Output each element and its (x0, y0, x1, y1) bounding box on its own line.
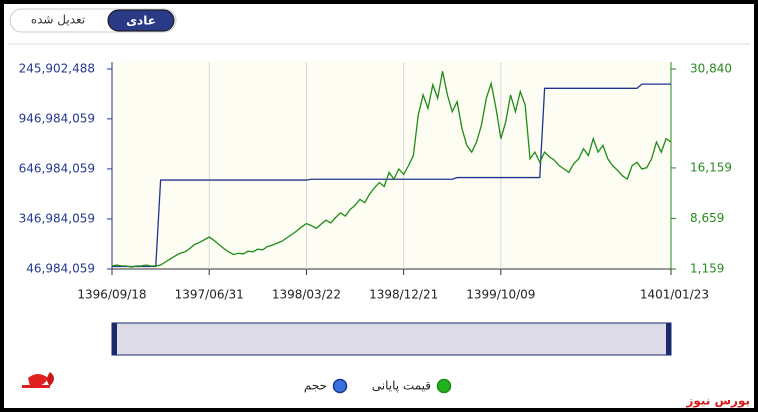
x-tick-label: 1398/12/21 (369, 288, 438, 302)
x-tick-label: 1397/06/31 (175, 288, 244, 302)
toggle-option[interactable]: تعدیل شده (31, 13, 85, 27)
y-tick-label: 46,984,059 (26, 262, 95, 276)
legend-label[interactable]: قیمت پایانی (372, 379, 431, 393)
toggle-selected[interactable] (107, 9, 175, 32)
y-tick-label: 346,984,059 (19, 211, 95, 225)
logo: بورس نیوز (685, 394, 750, 409)
toggle-option[interactable]: عادی (126, 14, 156, 28)
y2-tick-label: 8,659 (690, 211, 724, 225)
y2-tick-label: 30,840 (690, 62, 732, 76)
line-series (112, 83, 671, 268)
x-tick-label: 1401/01/23 (640, 288, 709, 302)
y2-tick-label: 16,159 (690, 160, 732, 174)
legend-label[interactable]: حجم (304, 379, 327, 393)
legend-marker[interactable] (436, 378, 452, 394)
navigator-handle[interactable] (112, 323, 117, 355)
line-series (111, 71, 672, 268)
navigator-handle[interactable] (666, 323, 671, 355)
y-tick-label: 646,984,059 (19, 161, 95, 175)
plot-area (112, 62, 671, 269)
x-tick-label: 1396/09/18 (77, 288, 146, 302)
x-tick-label: 1398/03/22 (272, 288, 341, 302)
y-tick-label: 946,984,059 (19, 111, 95, 125)
navigator[interactable] (111, 322, 672, 356)
watermark (22, 372, 54, 388)
y2-tick-label: 1,159 (690, 262, 724, 276)
legend-marker[interactable] (332, 378, 348, 394)
y-tick-label: 245,902,488 (19, 62, 95, 76)
x-tick-label: 1399/10/09 (466, 288, 535, 302)
